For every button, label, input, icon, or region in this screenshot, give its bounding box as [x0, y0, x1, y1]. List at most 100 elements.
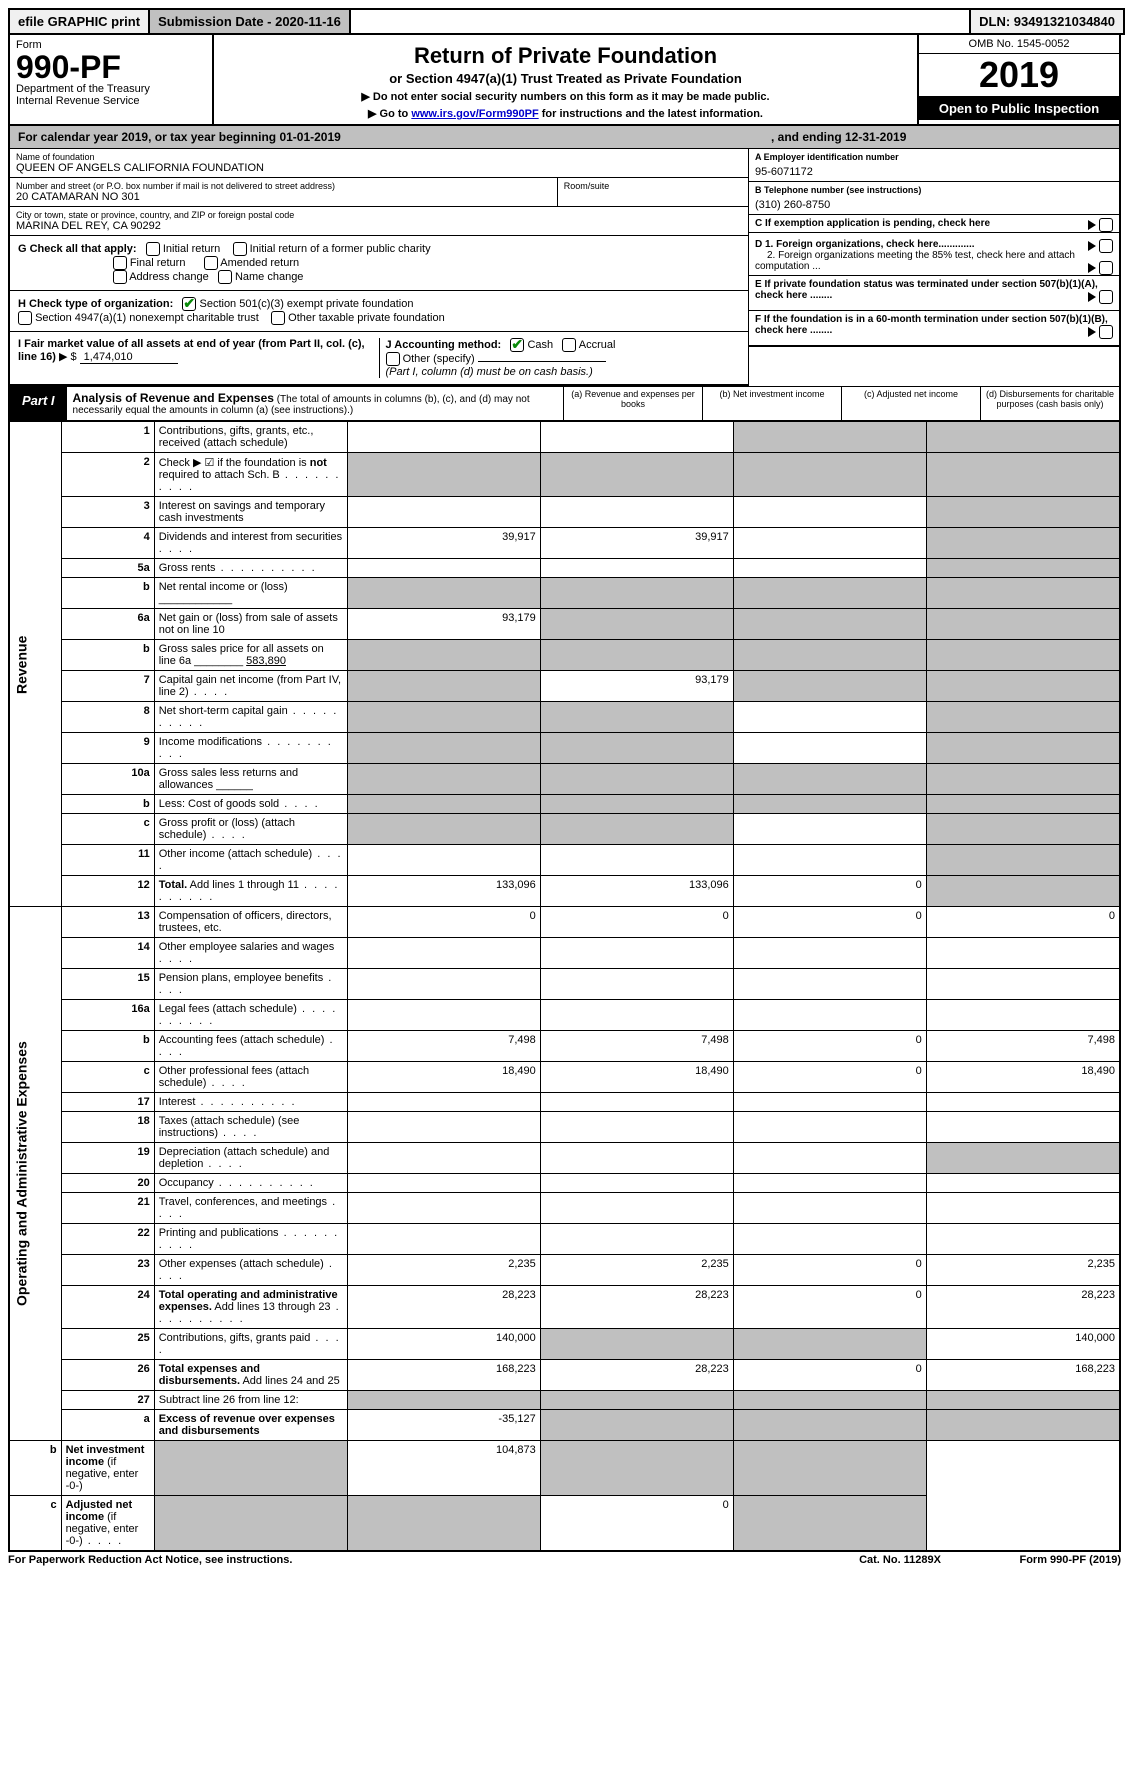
table-row: 6a Net gain or (loss) from sale of asset… [9, 609, 1120, 640]
line-desc: Capital gain net income (from Part IV, l… [154, 671, 347, 702]
line-desc: Net rental income or (loss) ____________ [154, 578, 347, 609]
col-a-header: (a) Revenue and expenses per books [563, 387, 702, 420]
part1-tag: Part I [10, 387, 67, 420]
arrow-icon [1088, 263, 1096, 273]
city-cell: City or town, state or province, country… [10, 207, 748, 236]
room-cell: Room/suite [557, 178, 748, 207]
d1-cell: D 1. Foreign organizations, check here..… [749, 236, 1119, 276]
fmv-value: 1,474,010 [80, 351, 178, 364]
line-desc: Gross profit or (loss) (attach schedule) [154, 814, 347, 845]
line-number: 21 [61, 1193, 154, 1224]
instr-1: ▶ Do not enter social security numbers o… [222, 90, 909, 103]
checkbox-e[interactable] [1099, 290, 1113, 304]
g-row: G Check all that apply: Initial return I… [10, 236, 748, 291]
form-title: Return of Private Foundation [222, 43, 909, 69]
line-desc: Occupancy [154, 1174, 347, 1193]
irs-link[interactable]: www.irs.gov/Form990PF [411, 108, 538, 120]
checkbox-d1[interactable] [1099, 239, 1113, 253]
line-number: 10a [61, 764, 154, 795]
checkbox-accrual[interactable] [562, 338, 576, 352]
table-row: 24 Total operating and administrative ex… [9, 1286, 1120, 1329]
checkbox-name[interactable] [218, 270, 232, 284]
part1-header: Part I Analysis of Revenue and Expenses … [8, 386, 1121, 421]
calendar-bar: For calendar year 2019, or tax year begi… [8, 126, 1121, 149]
table-row: b Accounting fees (attach schedule) 7,49… [9, 1031, 1120, 1062]
checkbox-amended[interactable] [204, 256, 218, 270]
dln-label: DLN: 93491321034840 [971, 10, 1123, 33]
checkbox-initial-former[interactable] [233, 242, 247, 256]
checkbox-address[interactable] [113, 270, 127, 284]
line-desc: Other professional fees (attach schedule… [154, 1062, 347, 1093]
line-number: 11 [61, 845, 154, 876]
checkbox-cash[interactable] [510, 338, 524, 352]
form-header: Form 990-PF Department of the Treasury I… [8, 35, 1121, 126]
j-cell: J Accounting method: Cash Accrual Other … [380, 338, 741, 378]
line-number: c [61, 814, 154, 845]
line-desc: Contributions, gifts, grants paid [154, 1329, 347, 1360]
instr-2: ▶ Go to www.irs.gov/Form990PF for instru… [222, 107, 909, 120]
table-row: 15 Pension plans, employee benefits [9, 969, 1120, 1000]
checkbox-initial[interactable] [146, 242, 160, 256]
form-number: 990-PF [16, 51, 206, 83]
info-grid: Name of foundation QUEEN OF ANGELS CALIF… [8, 149, 1121, 236]
table-row: 27 Subtract line 26 from line 12: [9, 1391, 1120, 1410]
line-number: 25 [61, 1329, 154, 1360]
line-number: 17 [61, 1093, 154, 1112]
paperwork-notice: For Paperwork Reduction Act Notice, see … [8, 1554, 859, 1566]
checkbox-other-acct[interactable] [386, 352, 400, 366]
col-c-header: (c) Adjusted net income [841, 387, 980, 420]
line-number: 23 [61, 1255, 154, 1286]
table-row: 23 Other expenses (attach schedule) 2,23… [9, 1255, 1120, 1286]
cal-right: , and ending 12-31-2019 [771, 130, 1111, 144]
line-desc: Pension plans, employee benefits [154, 969, 347, 1000]
table-row: 16a Legal fees (attach schedule) [9, 1000, 1120, 1031]
table-row: b Net investment income (if negative, en… [9, 1441, 1120, 1496]
checkbox-f[interactable] [1099, 325, 1113, 339]
tax-year: 2019 [919, 54, 1119, 97]
table-row: 20 Occupancy [9, 1174, 1120, 1193]
info-right: A Employer identification number 95-6071… [749, 149, 1119, 236]
line-desc: Interest [154, 1093, 347, 1112]
table-row: b Net rental income or (loss) __________… [9, 578, 1120, 609]
line-number: 5a [61, 559, 154, 578]
table-row: 5a Gross rents [9, 559, 1120, 578]
line-number: b [61, 640, 154, 671]
checkbox-d2[interactable] [1099, 261, 1113, 275]
options-left: G Check all that apply: Initial return I… [10, 236, 748, 386]
line-number: 22 [61, 1224, 154, 1255]
line-number: 8 [61, 702, 154, 733]
form-ref: Form 990-PF (2019) [941, 1554, 1121, 1566]
line-number: 13 [61, 907, 154, 938]
table-row: 22 Printing and publications [9, 1224, 1120, 1255]
checkbox-4947[interactable] [18, 311, 32, 325]
address-cell: Number and street (or P.O. box number if… [10, 178, 557, 207]
line-desc: Less: Cost of goods sold [154, 795, 347, 814]
arrow-icon [1088, 241, 1096, 251]
checkbox-final[interactable] [113, 256, 127, 270]
line-desc: Interest on savings and temporary cash i… [154, 497, 347, 528]
arrow-icon [1088, 292, 1096, 302]
line-desc: Total expenses and disbursements. Add li… [154, 1360, 347, 1391]
line-desc: Taxes (attach schedule) (see instruction… [154, 1112, 347, 1143]
ij-row: I Fair market value of all assets at end… [10, 332, 748, 386]
checkbox-other-tax[interactable] [271, 311, 285, 325]
line-desc: Depreciation (attach schedule) and deple… [154, 1143, 347, 1174]
line-desc: Adjusted net income (if negative, enter … [61, 1496, 154, 1552]
table-row: 19 Depreciation (attach schedule) and de… [9, 1143, 1120, 1174]
table-row: 18 Taxes (attach schedule) (see instruct… [9, 1112, 1120, 1143]
line-number: 14 [61, 938, 154, 969]
line-desc: Net investment income (if negative, ente… [61, 1441, 154, 1496]
line-number: b [61, 578, 154, 609]
checkbox-501c3[interactable] [182, 297, 196, 311]
ops-side-label: Operating and Administrative Expenses [9, 907, 61, 1441]
line-desc: Total. Add lines 1 through 11 [154, 876, 347, 907]
submission-date: Submission Date - 2020-11-16 [150, 10, 351, 33]
header-mid: Return of Private Foundation or Section … [214, 35, 919, 124]
table-row: 3 Interest on savings and temporary cash… [9, 497, 1120, 528]
line-desc: Net short-term capital gain [154, 702, 347, 733]
f-cell: F If the foundation is in a 60-month ter… [749, 311, 1119, 347]
line-number: 27 [61, 1391, 154, 1410]
spacer [351, 10, 971, 33]
line-desc: Net gain or (loss) from sale of assets n… [154, 609, 347, 640]
checkbox-c[interactable] [1099, 218, 1113, 232]
